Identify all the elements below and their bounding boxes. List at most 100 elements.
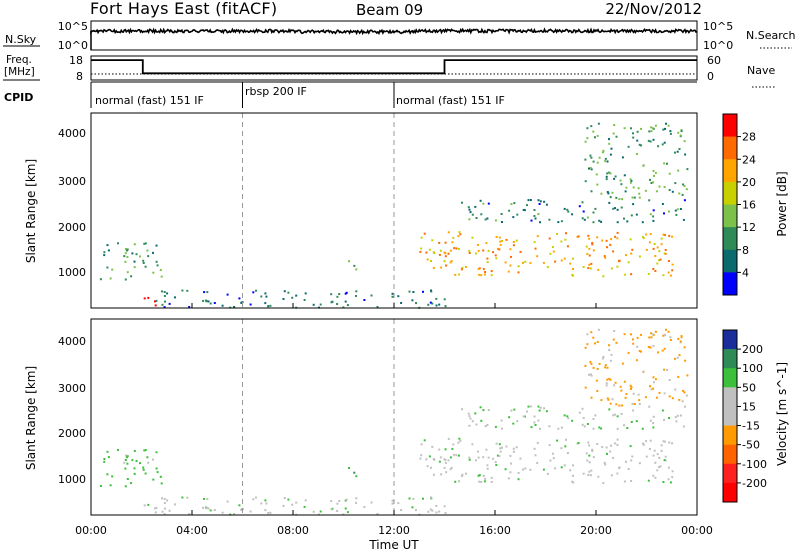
velocity-cell: [663, 347, 666, 350]
velocity-cell: [282, 504, 285, 507]
velocity-cell: [233, 513, 236, 515]
velocity-cell: [671, 442, 674, 445]
velocity-cell: [603, 461, 606, 464]
velocity-cell: [539, 427, 541, 430]
velocity-cell: [642, 443, 645, 446]
power-cell: [163, 306, 166, 309]
nave-label: Nave: [747, 64, 775, 77]
power-cell: [648, 130, 651, 133]
velocity-cell: [400, 509, 403, 511]
power-cell: [486, 217, 489, 220]
power-cell: [638, 255, 641, 258]
velocity-cell: [353, 471, 356, 474]
power-cell: [420, 247, 423, 250]
velocity-cell: [605, 384, 608, 387]
velocity-cell: [458, 437, 461, 440]
power-cell: [126, 271, 129, 274]
power-cell: [457, 235, 460, 238]
velocity-cell: [686, 374, 689, 377]
velocity-cell: [482, 456, 485, 459]
freq-line: [91, 59, 697, 75]
power-cell: [592, 160, 595, 163]
power-cell: [454, 273, 457, 276]
velocity-cell: [468, 458, 471, 461]
power-cell: [458, 247, 460, 250]
power-cell: [124, 260, 127, 263]
velocity-cell: [624, 396, 627, 399]
power-cell: [539, 200, 542, 203]
power-cell: [662, 128, 665, 131]
power-cell: [539, 221, 541, 224]
power-cell: [671, 269, 674, 272]
velocity-cell: [604, 463, 607, 466]
cpid-seg-3: normal (fast) 151 IF: [396, 94, 505, 107]
power-cell: [519, 250, 522, 253]
velocity-cell: [590, 396, 593, 399]
power-cell: [419, 250, 422, 253]
nave-tick-bottom: 0: [707, 70, 714, 83]
velocity-cell: [640, 333, 642, 336]
colorbar-band: [723, 272, 737, 296]
power-cell: [295, 294, 298, 297]
velocity-heatmap: [99, 328, 689, 516]
velocity-cell: [676, 414, 679, 417]
x-tick-label: 00:00: [75, 524, 107, 537]
power-cell: [240, 301, 243, 304]
velocity-cell: [606, 452, 608, 455]
velocity-cell: [667, 330, 670, 333]
power-cell: [560, 259, 563, 262]
velocity-cell: [613, 330, 616, 332]
power-cell: [655, 190, 658, 193]
power-cell: [595, 173, 598, 176]
power-cell: [686, 168, 689, 171]
power-cell: [632, 203, 635, 206]
power-cell: [147, 255, 150, 258]
power-cell: [484, 218, 487, 221]
power-cell: [679, 134, 682, 137]
velocity-cell: [620, 389, 623, 392]
velocity-cell: [438, 510, 441, 513]
power-cell: [674, 209, 677, 212]
velocity-cell: [430, 466, 432, 469]
power-cell: [661, 203, 664, 205]
power-cell: [590, 262, 593, 265]
velocity-cell: [449, 456, 452, 459]
power-cell: [486, 257, 489, 260]
velocity-cell: [677, 375, 680, 378]
velocity-cell: [163, 497, 166, 500]
power-cell: [682, 218, 685, 221]
power-cell: [630, 252, 633, 255]
power-cell: [612, 250, 615, 253]
power-cell: [623, 174, 626, 177]
power-cell: [606, 172, 609, 175]
power-cell: [681, 193, 684, 196]
colorbar-tick-label: -15: [742, 420, 760, 433]
velocity-cell: [429, 508, 432, 511]
velocity-cell: [529, 405, 532, 408]
velocity-cell: [680, 336, 683, 339]
velocity-cell: [549, 459, 552, 462]
velocity-cell: [669, 336, 672, 339]
power-cell: [648, 241, 651, 244]
velocity-cell: [501, 427, 503, 430]
power-cell: [348, 260, 350, 263]
velocity-cell: [679, 340, 682, 343]
velocity-cell: [597, 328, 600, 331]
power-cell: [345, 291, 348, 294]
power-cell: [512, 216, 515, 219]
power-cell: [146, 249, 149, 252]
power-cell: [605, 239, 608, 242]
velocity-cell: [510, 409, 513, 412]
colorbar-tick-label: -200: [742, 477, 767, 490]
velocity-cell: [260, 502, 263, 505]
power-cell: [260, 295, 263, 298]
colorbar-band: [723, 406, 737, 426]
power-cell: [415, 302, 417, 305]
velocity-cell: [629, 384, 632, 387]
velocity-cell: [584, 386, 587, 389]
power-colorbar: 28 24 20 16 12 8 4 Power [dB]: [722, 113, 789, 296]
velocity-cell: [221, 511, 224, 514]
noise-left-label: N.Sky: [5, 33, 37, 46]
power-cell: [563, 207, 566, 210]
power-cell: [648, 199, 651, 202]
